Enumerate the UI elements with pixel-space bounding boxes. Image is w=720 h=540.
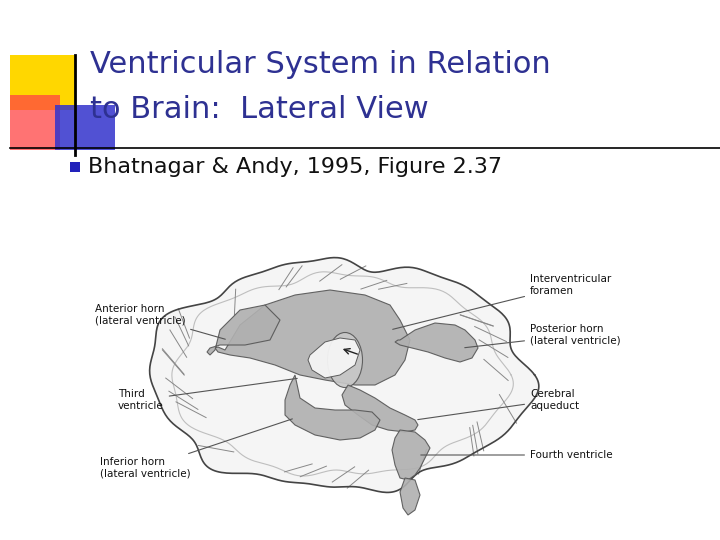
Polygon shape (342, 385, 418, 432)
FancyBboxPatch shape (10, 95, 60, 150)
Ellipse shape (328, 333, 362, 388)
FancyBboxPatch shape (55, 105, 115, 150)
Polygon shape (308, 338, 360, 378)
Polygon shape (215, 290, 410, 385)
Text: Third
ventricle: Third ventricle (118, 379, 297, 411)
Text: Posterior horn
(lateral ventricle): Posterior horn (lateral ventricle) (464, 324, 621, 348)
Text: to Brain:  Lateral View: to Brain: Lateral View (90, 95, 428, 124)
Polygon shape (392, 430, 430, 480)
Text: Cerebral
aqueduct: Cerebral aqueduct (418, 389, 579, 420)
Text: Inferior horn
(lateral ventricle): Inferior horn (lateral ventricle) (100, 419, 292, 479)
Text: Bhatnagar & Andy, 1995, Figure 2.37: Bhatnagar & Andy, 1995, Figure 2.37 (88, 157, 502, 177)
Polygon shape (285, 375, 380, 440)
Text: Fourth ventricle: Fourth ventricle (420, 450, 613, 460)
Polygon shape (207, 305, 280, 355)
Text: Anterior horn
(lateral ventricle): Anterior horn (lateral ventricle) (95, 304, 225, 339)
Polygon shape (150, 258, 539, 492)
Polygon shape (395, 323, 478, 362)
Text: Interventricular
foramen: Interventricular foramen (392, 274, 611, 329)
Polygon shape (400, 478, 420, 515)
FancyBboxPatch shape (10, 55, 75, 110)
Text: Ventricular System in Relation: Ventricular System in Relation (90, 50, 551, 79)
FancyBboxPatch shape (70, 162, 80, 172)
